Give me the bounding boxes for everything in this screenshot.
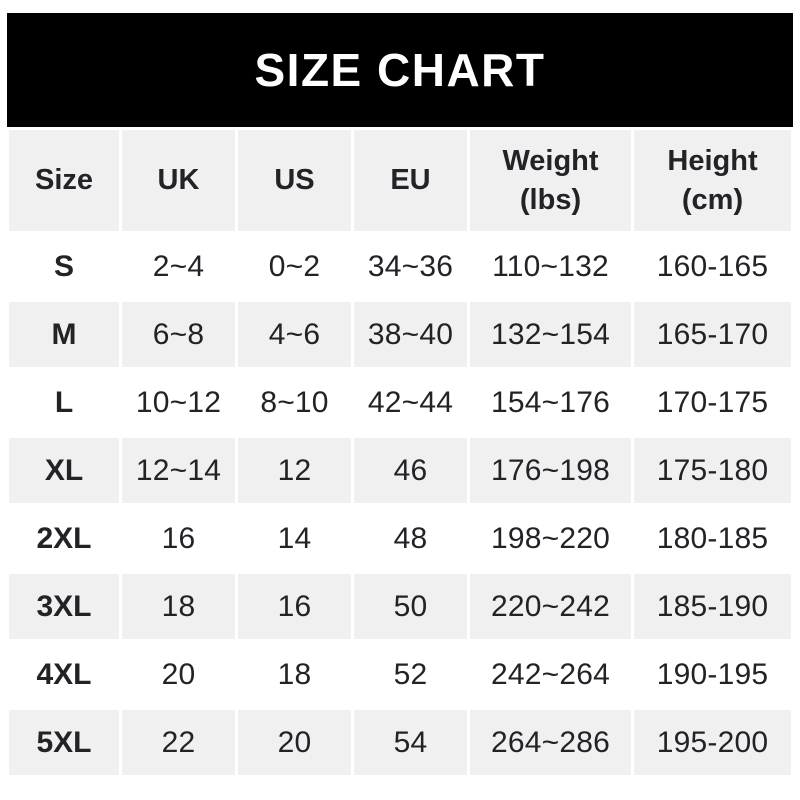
cell-us: 18 [238,642,351,707]
cell-size: 5XL [9,710,119,775]
cell-uk: 10~12 [122,370,235,435]
cell-weight: 198~220 [470,506,631,571]
column-header-subline: (lbs) [519,183,582,216]
cell-us: 8~10 [238,370,351,435]
column-header-eu: EU [354,130,467,231]
cell-size: M [9,302,119,367]
cell-size: L [9,370,119,435]
table-row: XL 12~14 12 46 176~198 175-180 [9,438,791,503]
cell-uk: 20 [122,642,235,707]
column-header-label: US [274,164,315,197]
cell-eu: 34~36 [354,234,467,299]
cell-uk: 2~4 [122,234,235,299]
cell-uk: 6~8 [122,302,235,367]
cell-us: 16 [238,574,351,639]
cell-height: 185-190 [634,574,791,639]
cell-eu: 54 [354,710,467,775]
cell-uk: 18 [122,574,235,639]
table-row: 2XL 16 14 48 198~220 180-185 [9,506,791,571]
column-header-height: Height (cm) [634,130,791,231]
cell-size: 3XL [9,574,119,639]
page-title: SIZE CHART [254,44,546,96]
table-row: 3XL 18 16 50 220~242 185-190 [9,574,791,639]
cell-us: 20 [238,710,351,775]
column-header-size: Size [9,130,119,231]
size-chart-banner: SIZE CHART [7,13,793,127]
cell-weight: 110~132 [470,234,631,299]
cell-weight: 176~198 [470,438,631,503]
column-header-subline: (cm) [681,183,744,216]
column-header-uk: UK [122,130,235,231]
cell-us: 4~6 [238,302,351,367]
cell-height: 160-165 [634,234,791,299]
table-header-row: Size UK US EU Weight (lbs) [9,130,791,231]
cell-size: 2XL [9,506,119,571]
cell-weight: 132~154 [470,302,631,367]
cell-uk: 12~14 [122,438,235,503]
column-header-label: Size [34,164,94,197]
column-header-weight: Weight (lbs) [470,130,631,231]
cell-size: XL [9,438,119,503]
cell-eu: 46 [354,438,467,503]
cell-eu: 38~40 [354,302,467,367]
cell-eu: 52 [354,642,467,707]
cell-size: S [9,234,119,299]
cell-weight: 220~242 [470,574,631,639]
table-row: S 2~4 0~2 34~36 110~132 160-165 [9,234,791,299]
cell-us: 12 [238,438,351,503]
cell-us: 0~2 [238,234,351,299]
table-row: 4XL 20 18 52 242~264 190-195 [9,642,791,707]
column-header-label: Height [667,145,758,178]
cell-weight: 242~264 [470,642,631,707]
cell-height: 175-180 [634,438,791,503]
column-header-label: UK [157,164,200,197]
cell-height: 170-175 [634,370,791,435]
cell-eu: 48 [354,506,467,571]
table-row: 5XL 22 20 54 264~286 195-200 [9,710,791,775]
column-header-label: EU [390,164,431,197]
cell-height: 195-200 [634,710,791,775]
cell-uk: 16 [122,506,235,571]
cell-weight: 154~176 [470,370,631,435]
size-chart-table: Size UK US EU Weight (lbs) [6,127,794,778]
cell-height: 190-195 [634,642,791,707]
cell-us: 14 [238,506,351,571]
cell-uk: 22 [122,710,235,775]
cell-height: 165-170 [634,302,791,367]
cell-size: 4XL [9,642,119,707]
column-header-label: Weight [502,145,599,178]
cell-eu: 50 [354,574,467,639]
column-header-us: US [238,130,351,231]
table-row: M 6~8 4~6 38~40 132~154 165-170 [9,302,791,367]
cell-eu: 42~44 [354,370,467,435]
table-row: L 10~12 8~10 42~44 154~176 170-175 [9,370,791,435]
cell-height: 180-185 [634,506,791,571]
cell-weight: 264~286 [470,710,631,775]
